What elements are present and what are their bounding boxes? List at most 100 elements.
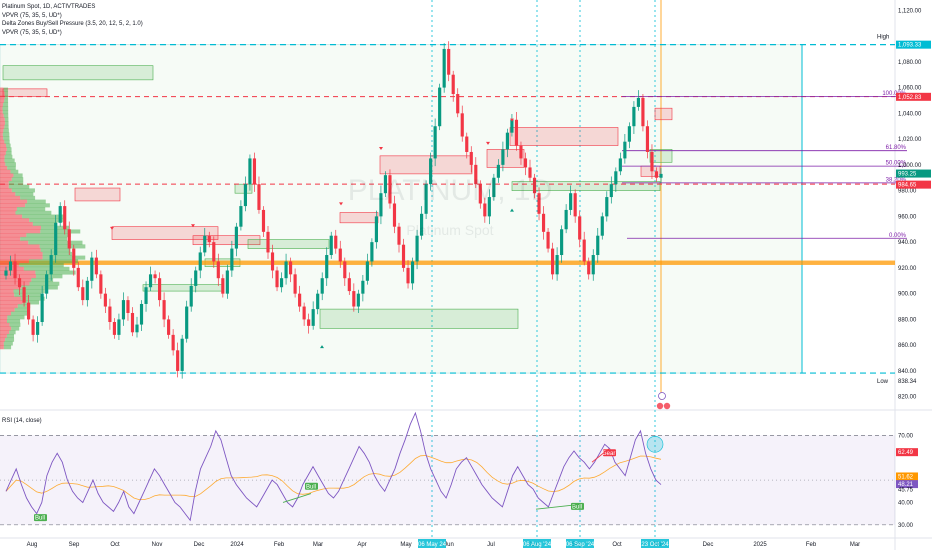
vpvr-sell-bar [0, 210, 16, 215]
candle-bullish [596, 235, 600, 256]
candle-bearish [523, 158, 528, 168]
rsi-value-tag-text: 45.75 [898, 488, 914, 494]
vpvr-buy-bar [9, 330, 16, 335]
demand-zone [247, 239, 330, 249]
vpvr-sell-bar [0, 106, 3, 111]
candle-bearish [76, 267, 80, 288]
fib-level-label: 100.00% [882, 91, 906, 97]
vpvr-buy-bar [26, 233, 71, 238]
time-tick-label: Apr [357, 542, 366, 548]
vpvr-buy-bar [8, 184, 30, 189]
price-tag-text: 993.25 [898, 172, 917, 178]
candle-bearish [347, 278, 351, 292]
rsi-value-tag-text: 48.21 [898, 482, 914, 488]
vpvr-buy-bar [20, 195, 36, 200]
vpvr-sell-bar [0, 136, 4, 141]
divergence-label: Bull [306, 484, 316, 490]
vpvr-buy-bar [5, 337, 15, 342]
rsi-value-tag-text: 62.49 [898, 450, 914, 456]
vpvr-buy-bar [6, 319, 21, 324]
vpvr-sell-bar [0, 277, 32, 283]
chart-legend: Platinum Spot, 1D, ACTIVTRADES VPVR (75,… [2, 3, 143, 37]
buy-signal-triangle [320, 345, 324, 349]
candle-bearish [112, 321, 116, 335]
price-tag [896, 180, 931, 189]
vpvr-sell-bar [0, 307, 15, 312]
candle-bearish [641, 97, 645, 127]
supply-zone [486, 149, 525, 168]
candle-bearish [478, 184, 482, 204]
vpvr-buy-bar [19, 263, 64, 268]
candle-bearish [94, 257, 98, 275]
candle-bullish [329, 235, 333, 256]
rsi-highlight-circle [646, 436, 664, 453]
candle-bearish [162, 300, 166, 320]
vpvr-sell-bar [0, 143, 7, 148]
vpvr-sell-bar [0, 102, 4, 107]
candle-bearish [293, 274, 297, 294]
candle-bullish [85, 280, 89, 301]
vpvr-sell-bar [0, 169, 11, 174]
vpvr-buy-bar [3, 87, 9, 92]
candle-bearish [22, 287, 26, 303]
time-tick-label: Jun [444, 542, 454, 548]
candle-bearish [352, 291, 356, 307]
rsi-line [5, 411, 662, 522]
candle-bullish [424, 184, 428, 214]
vpvr-buy-bar [14, 292, 42, 297]
candle-bullish [36, 321, 40, 335]
candle-bearish [252, 158, 257, 185]
rsi-tick-label: 30.00 [898, 523, 914, 529]
price-tick-label: 1,000.00 [898, 163, 922, 169]
candle-bullish [627, 126, 631, 142]
vpvr-sell-bar [0, 132, 3, 137]
vpvr-sell-bar [0, 337, 6, 342]
vpvr-sell-bar [0, 158, 5, 163]
vpvr-buy-bar [22, 300, 40, 305]
candle-bullish [438, 87, 442, 127]
candle-bullish [415, 235, 419, 262]
candle-bearish [63, 206, 67, 230]
candle-bearish [176, 350, 180, 371]
vpvr-buy-bar [28, 259, 79, 264]
vpvr-sell-bar [0, 240, 29, 245]
candle-bullish [234, 226, 238, 249]
symbol-title[interactable]: Platinum Spot, 1D, ACTIVTRADES [2, 4, 96, 10]
time-highlight-tag [418, 539, 446, 548]
supply-zone [339, 212, 379, 224]
candle-bearish [578, 216, 582, 240]
candle-bullish [433, 126, 437, 159]
rsi-legend[interactable]: RSI (14, close) [2, 418, 42, 424]
vpvr-buy-bar [3, 113, 9, 118]
vpvr-buy-bar [3, 341, 13, 346]
vpvr-buy-bar [20, 296, 45, 301]
rsi-value-tag [896, 480, 918, 489]
candle-bearish [397, 226, 401, 245]
divergence-line [591, 448, 610, 463]
vpvr-buy-bar [4, 91, 9, 96]
vpvr-buy-bar [23, 266, 70, 271]
time-tick-label: May [400, 542, 411, 548]
vpvr-sell-bar [0, 229, 41, 234]
indicator-vpvr-1[interactable]: VPVR (75, 35, 5, UD*) [2, 12, 62, 19]
candle-bullish [591, 255, 595, 275]
candle-bearish [108, 306, 112, 322]
fib-level-label: 0.00% [889, 233, 907, 239]
candle-bearish [67, 229, 71, 249]
candle-bullish [487, 197, 491, 217]
vpvr-buy-bar [4, 124, 9, 129]
candle-bullish [49, 255, 53, 275]
time-axis: AugSepOctNovDec2024FebMarAprMayJunJulAug… [27, 539, 860, 548]
vpvr-sell-bar [0, 207, 17, 212]
candle-bullish [379, 193, 383, 217]
indicator-delta-zones[interactable]: Delta Zones Buy/Sell Pressure (3.5, 20, … [2, 21, 143, 27]
rsi-value-tag [896, 448, 918, 457]
candle-bearish [207, 235, 211, 243]
indicator-vpvr-2[interactable]: VPVR (75, 35, 5, UD*) [2, 29, 62, 36]
candle-bearish [13, 261, 17, 279]
supply-zone [509, 127, 619, 146]
candle-bearish [261, 209, 266, 232]
supply-zone [74, 187, 121, 202]
divergence-label: Bull [572, 504, 582, 510]
rsi-value-tag [896, 472, 918, 481]
